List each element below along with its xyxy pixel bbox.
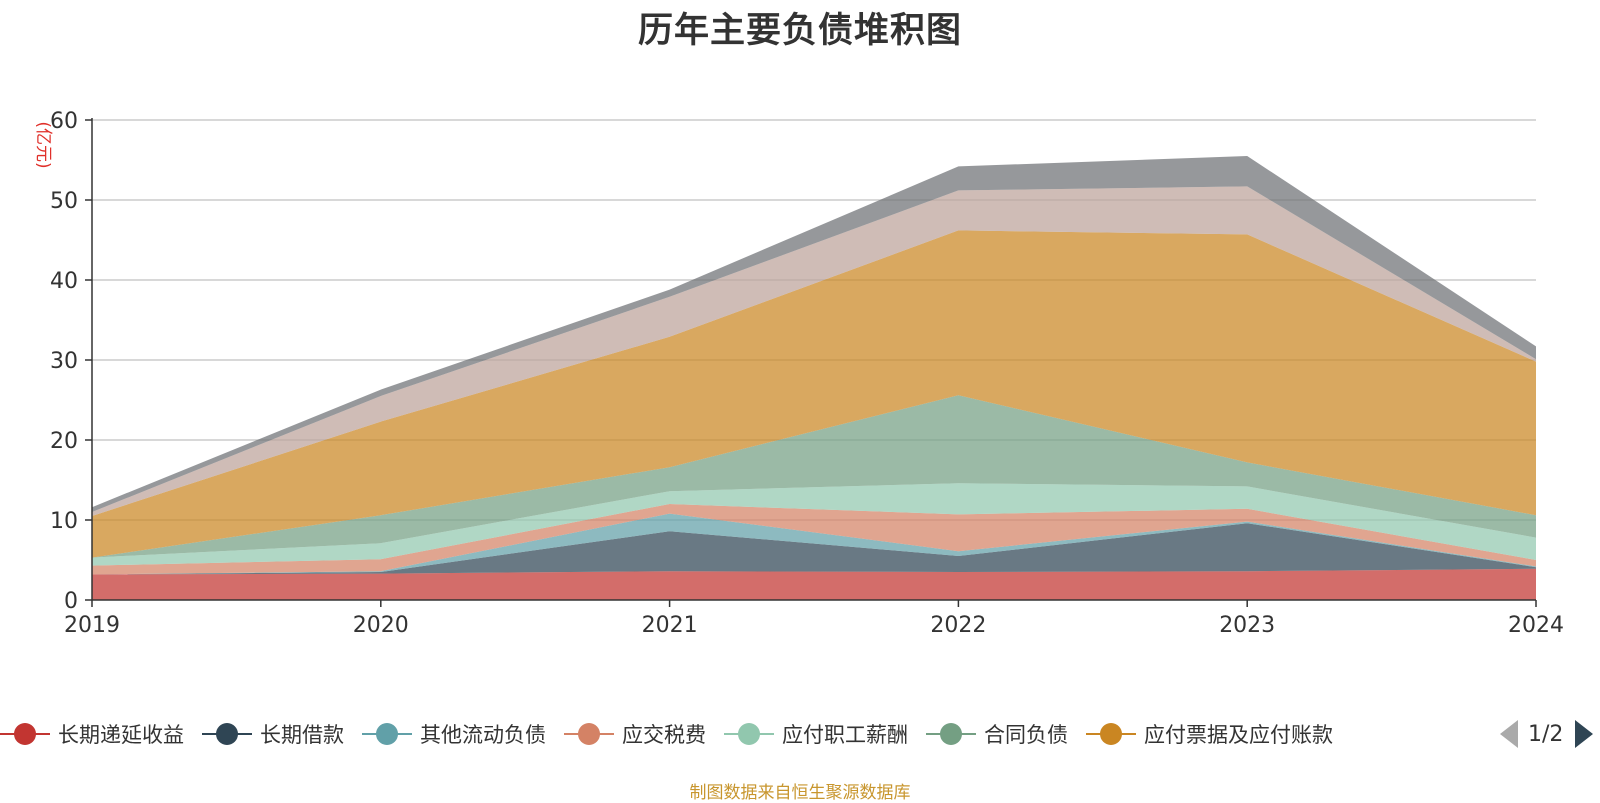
legend-next-page-icon[interactable] xyxy=(1575,720,1594,748)
x-tick-label: 2020 xyxy=(353,613,409,638)
area-series-group xyxy=(92,156,1536,600)
y-axis-unit-label: (亿元) xyxy=(33,121,53,168)
area-series-1[interactable] xyxy=(92,568,1536,600)
legend-pager: 1/2 xyxy=(1500,716,1594,752)
y-tick-label: 30 xyxy=(50,349,78,374)
area-series-7[interactable] xyxy=(92,230,1536,558)
y-tick-label: 60 xyxy=(50,109,78,134)
y-tick-label: 10 xyxy=(50,509,78,534)
legend-item-label: 应付票据及应付账款 xyxy=(1144,723,1333,747)
legend-item-label: 合同负债 xyxy=(984,723,1068,747)
legend-marker-dot xyxy=(14,723,36,745)
source-note: 制图数据来自恒生聚源数据库 xyxy=(689,783,911,803)
legend-item-label: 应交税费 xyxy=(622,723,706,747)
legend-marker-icon xyxy=(362,722,412,746)
y-tick-label: 40 xyxy=(50,269,78,294)
legend-item-label: 长期递延收益 xyxy=(58,723,184,747)
chart-title: 历年主要负债堆积图 xyxy=(637,11,962,51)
x-tick-label: 2023 xyxy=(1219,613,1275,638)
legend-item-label: 长期借款 xyxy=(260,723,344,747)
x-tick-label: 2021 xyxy=(642,613,698,638)
area-series-6[interactable] xyxy=(92,395,1536,558)
chart-legend: 长期递延收益 长期借款 其他流动负债 应交税费 应付职工薪酬 合同负债 应付票据及应付账款 xyxy=(0,714,1351,754)
legend-marker-icon xyxy=(564,722,614,746)
legend-marker-dot xyxy=(738,723,760,745)
area-series-2[interactable] xyxy=(92,523,1536,575)
legend-marker-dot xyxy=(216,723,238,745)
legend-item-label: 其他流动负债 xyxy=(420,723,546,747)
axes: 0 10 20 30 40 50 60 2019 2020 2021 2022 2023 2024 xyxy=(50,109,1564,638)
legend-item[interactable]: 合同负债 xyxy=(926,719,1068,749)
area-series-3[interactable] xyxy=(92,513,1536,575)
legend-item[interactable]: 长期递延收益 xyxy=(0,719,184,749)
x-tick-label: 2022 xyxy=(930,613,986,638)
legend-prev-page-icon[interactable] xyxy=(1500,720,1518,748)
x-tick-label: 2019 xyxy=(64,613,120,638)
area-series-4[interactable] xyxy=(92,504,1536,575)
area-series-8[interactable] xyxy=(92,186,1536,516)
y-tick-label: 50 xyxy=(50,189,78,214)
area-series-5[interactable] xyxy=(92,483,1536,566)
legend-marker-dot xyxy=(376,723,398,745)
legend-marker-icon xyxy=(1086,722,1136,746)
legend-marker-icon xyxy=(202,722,252,746)
y-tick-label: 0 xyxy=(64,589,78,614)
legend-marker-icon xyxy=(926,722,976,746)
legend-marker-icon xyxy=(724,722,774,746)
legend-marker-dot xyxy=(1100,723,1122,745)
y-tick-label: 20 xyxy=(50,429,78,454)
legend-page-indicator: 1/2 xyxy=(1528,721,1564,747)
legend-item[interactable]: 应付票据及应付账款 xyxy=(1086,719,1333,749)
legend-item[interactable]: 其他流动负债 xyxy=(362,719,546,749)
legend-marker-dot xyxy=(940,723,962,745)
legend-marker-icon xyxy=(0,722,50,746)
legend-item-label: 应付职工薪酬 xyxy=(782,723,908,747)
legend-item[interactable]: 应付职工薪酬 xyxy=(724,719,908,749)
legend-item[interactable]: 应交税费 xyxy=(564,719,706,749)
legend-marker-dot xyxy=(578,723,600,745)
x-tick-label: 2024 xyxy=(1508,613,1564,638)
legend-item[interactable]: 长期借款 xyxy=(202,719,344,749)
